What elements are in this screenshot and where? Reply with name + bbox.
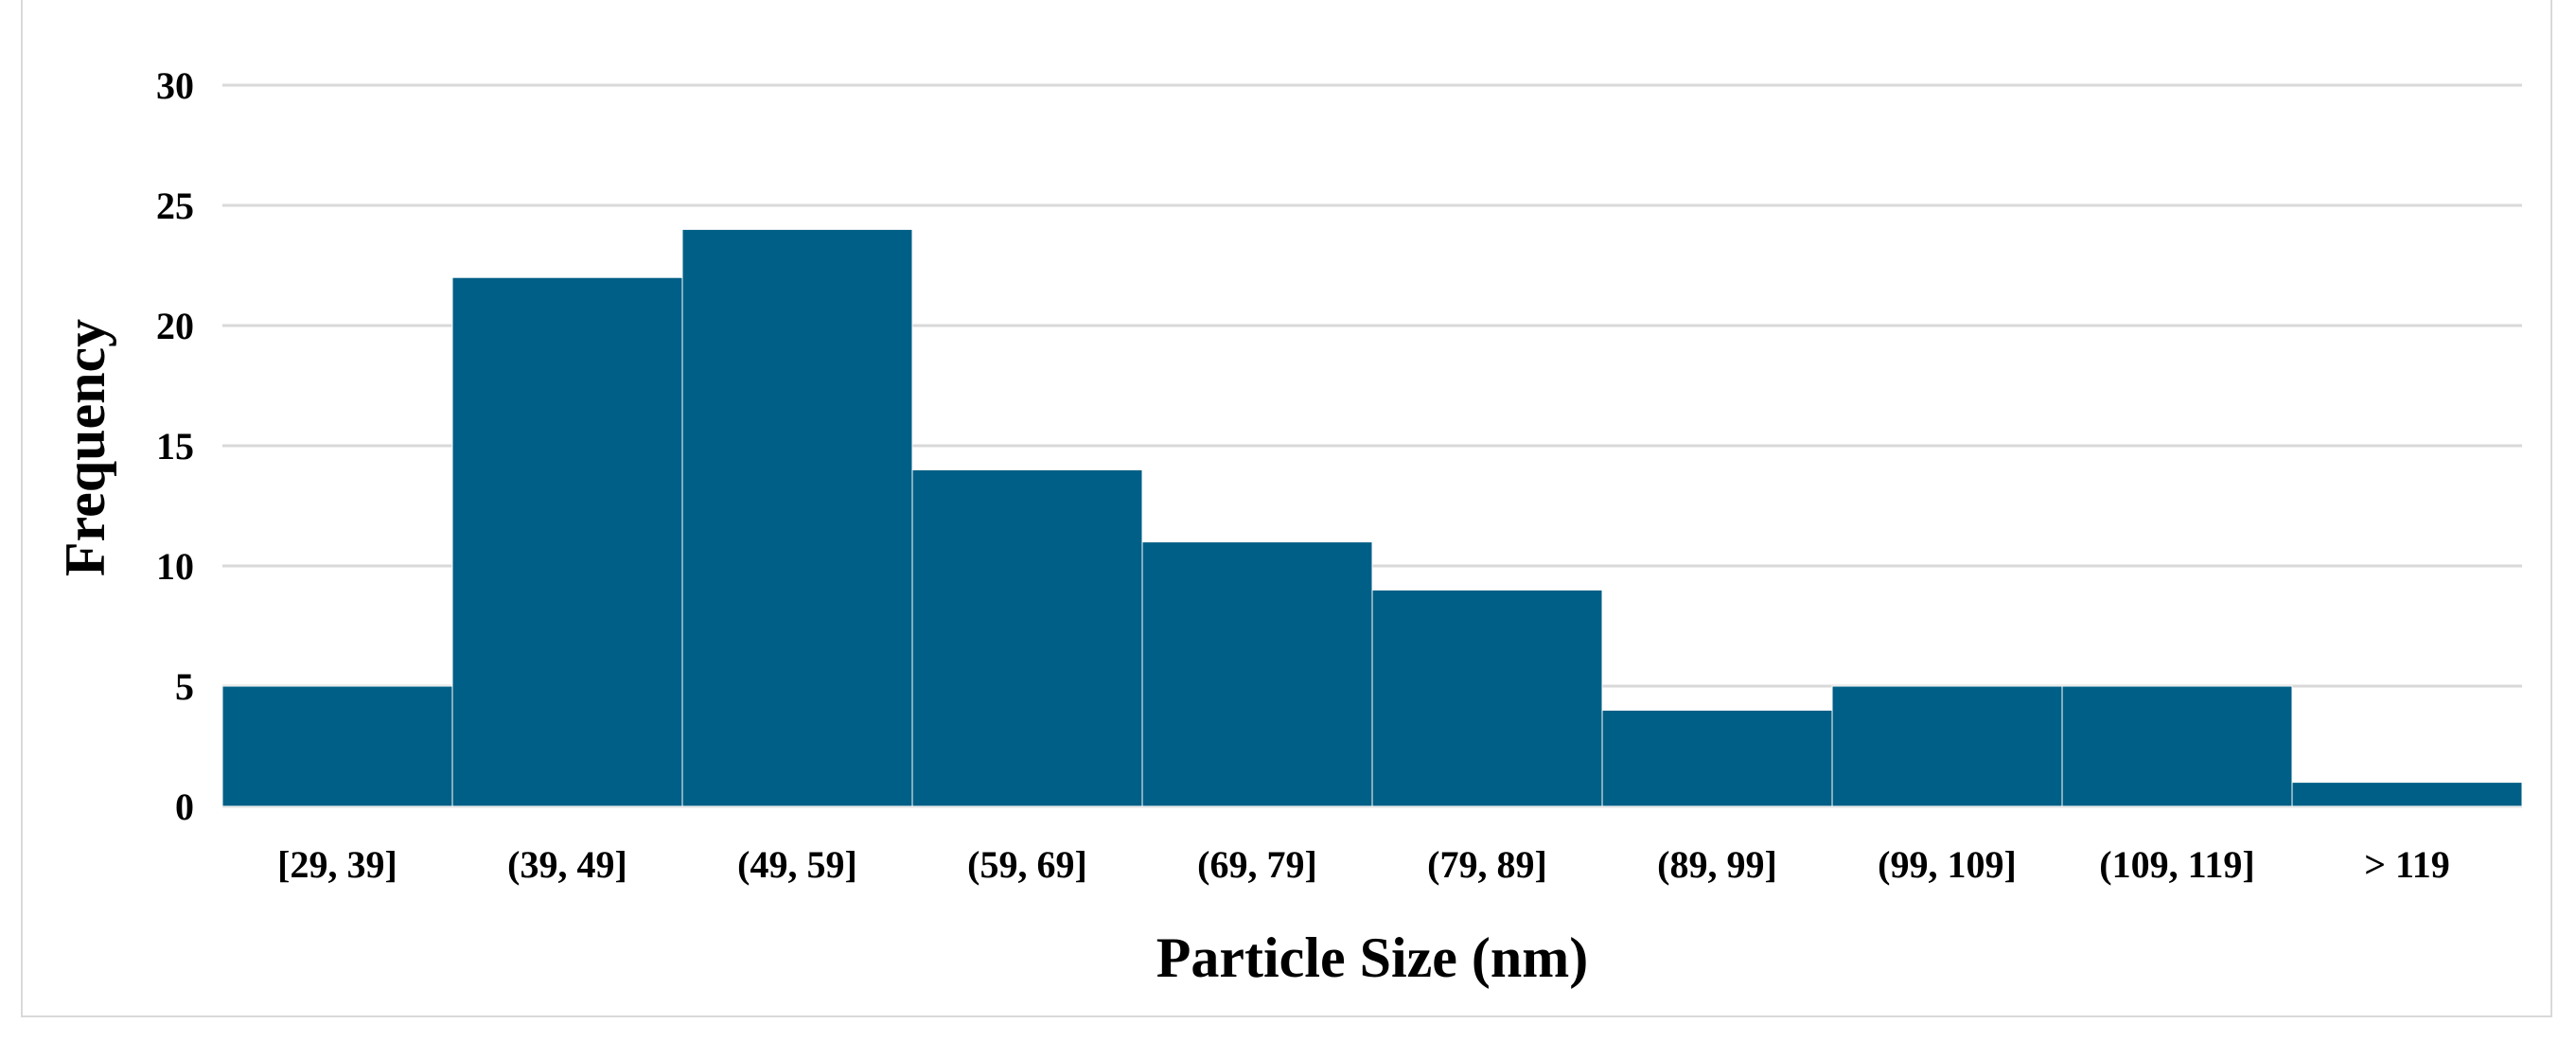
bar-0 [221,685,453,807]
x-tick-label: [29, 39] [277,843,397,886]
x-tick-label: (49, 59] [737,843,857,886]
chart-frame [21,0,2552,1017]
x-tick-label: (69, 79] [1197,843,1317,886]
y-tick-labels: 0 5 10 15 20 25 30 [156,64,194,828]
x-tick-label: (59, 69] [967,843,1087,886]
x-tick-label: (89, 99] [1657,843,1777,886]
bar-6 [1601,709,1833,807]
bar-8 [2061,685,2293,807]
y-tick-label: 25 [156,185,194,227]
bar-3 [911,468,1143,807]
x-axis-label: Particle Size (nm) [1156,927,1588,989]
x-tick-label: (109, 119] [2099,843,2254,886]
bar-7 [1831,685,2063,807]
bar-2 [681,228,913,807]
bar-9 [2291,782,2523,807]
y-tick-label: 15 [156,425,194,468]
y-tick-label: 30 [156,64,194,107]
bars [221,228,2523,807]
bar-5 [1371,589,1603,807]
y-axis-label: Frequency [54,319,116,576]
x-tick-label: (99, 109] [1878,843,2017,886]
x-tick-label: (39, 49] [507,843,627,886]
x-tick-labels: [29, 39] (39, 49] (49, 59] (59, 69] (69, 79]… [277,843,2450,886]
x-tick-label: > 119 [2364,843,2450,886]
bar-4 [1141,541,1373,807]
bar-1 [451,276,683,807]
y-tick-label: 0 [175,785,194,828]
y-tick-label: 10 [156,545,194,588]
y-tick-label: 5 [175,665,194,708]
y-tick-label: 20 [156,305,194,347]
x-tick-label: (79, 89] [1427,843,1547,886]
